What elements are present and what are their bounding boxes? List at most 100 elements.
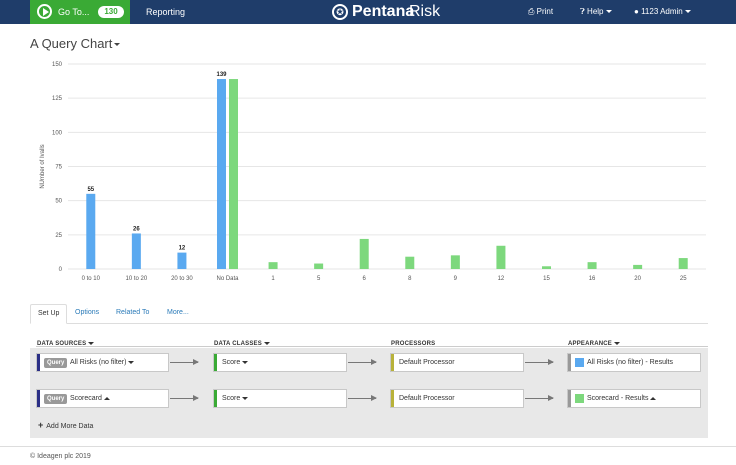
data-class-box[interactable]: Score (213, 353, 347, 372)
y-tick-label: 125 (52, 96, 63, 102)
data-source-box[interactable]: Query Scorecard (36, 389, 169, 408)
page-title[interactable]: A Query Chart (30, 36, 121, 51)
flow-arrow (348, 359, 377, 365)
tab-related-to[interactable]: Related To (116, 309, 150, 316)
chevron-down-icon (614, 341, 621, 345)
y-tick-label: 50 (55, 199, 62, 205)
brand-name: Pentana (352, 3, 415, 20)
class-stripe (214, 354, 217, 371)
chevron-down-icon (128, 360, 135, 364)
data-class-box[interactable]: Score (213, 389, 347, 408)
chevron-down-icon (114, 43, 121, 47)
processor-label: Default Processor (399, 359, 455, 366)
processor-stripe (391, 354, 394, 371)
header-data-classes-label: DATA CLASSES (214, 341, 262, 347)
chevron-down-icon (605, 10, 612, 14)
header-appearance[interactable]: APPEARANCE (568, 341, 621, 347)
question-circle-icon: ❓︎ (580, 7, 585, 16)
data-source-box[interactable]: Query All Risks (no filter) (36, 353, 169, 372)
brand-product: Risk (409, 3, 441, 20)
y-tick-label: 0 (59, 267, 63, 273)
x-tick-label: 5 (317, 276, 321, 282)
header-data-sources[interactable]: DATA SOURCES (37, 341, 95, 347)
tab-set-up[interactable]: Set Up (30, 304, 68, 324)
x-tick-label: No Data (216, 276, 239, 282)
chart-bar (177, 252, 187, 269)
nav-reporting-link[interactable]: Reporting (146, 7, 186, 17)
appearance-box[interactable]: Scorecard - Results (567, 389, 701, 408)
chevron-down-icon (263, 341, 270, 345)
color-swatch (575, 358, 584, 367)
flow-arrow (170, 395, 199, 401)
query-badge: Query (44, 358, 68, 368)
x-tick-label: 9 (454, 276, 458, 282)
flow-arrow (525, 395, 554, 401)
tab-more[interactable]: More... (167, 309, 189, 316)
y-tick-label: 100 (52, 130, 63, 136)
data-source-label: All Risks (no filter) (70, 354, 135, 371)
help-label: Help (587, 7, 604, 16)
flow-arrow (525, 359, 554, 365)
add-more-data-button[interactable]: + Add More Data (38, 420, 93, 430)
chart-bar (542, 266, 551, 269)
data-label: 12 (179, 246, 186, 252)
chart-bar (268, 262, 278, 269)
appearance-box[interactable]: All Risks (no filter) - Results (567, 353, 701, 372)
chart-bar (450, 255, 460, 269)
chart-bar (496, 245, 506, 269)
chart-bar (633, 264, 643, 269)
processor-box[interactable]: Default Processor (390, 389, 524, 408)
processor-box[interactable]: Default Processor (390, 353, 524, 372)
print-icon: ⎙ (528, 7, 535, 16)
goto-label: Go To... (58, 7, 90, 17)
x-tick-label: 20 (634, 276, 641, 282)
x-tick-label: 10 to 20 (126, 276, 148, 282)
tab-options[interactable]: Options (75, 309, 100, 316)
flow-arrow (348, 395, 377, 401)
goto-button[interactable]: Go To... 130 (30, 0, 130, 24)
user-label: 1123 Admin (641, 7, 683, 16)
header-data-classes[interactable]: DATA CLASSES (214, 341, 270, 347)
header-processors: PROCESSORS (391, 341, 436, 347)
processor-label: Default Processor (399, 395, 455, 402)
flow-arrow (170, 359, 199, 365)
processor-stripe (391, 390, 394, 407)
plus-icon: + (38, 420, 44, 430)
header-data-sources-label: DATA SOURCES (37, 341, 87, 347)
chart-bar (314, 263, 324, 269)
print-button[interactable]: ⎙ Print (528, 7, 553, 17)
data-label: 26 (133, 226, 140, 232)
data-class-text: Score (222, 395, 241, 402)
bar-chart: 0 25 50 75 100 125 150 NUmber of Ivalls 55 0 to 1… (30, 56, 710, 291)
footer-divider (0, 446, 736, 447)
source-stripe (37, 390, 40, 407)
chart-bar (405, 256, 415, 269)
header-appearance-label: APPEARANCE (568, 341, 613, 347)
chart-bar (86, 193, 96, 269)
header-divider (36, 346, 708, 347)
chevron-up-icon (650, 396, 657, 400)
goto-count-badge: 130 (98, 6, 124, 18)
x-tick-label: 16 (589, 276, 596, 282)
x-tick-label: 15 (543, 276, 550, 282)
x-tick-label: 6 (363, 276, 367, 282)
x-tick-label: 12 (498, 276, 505, 282)
y-axis-label: NUmber of Ivalls (40, 144, 46, 188)
appearance-stripe (568, 390, 571, 407)
appearance-label: Scorecard - Results (587, 390, 657, 407)
appearance-stripe (568, 354, 571, 371)
query-badge: Query (44, 394, 68, 404)
data-label: 139 (216, 72, 227, 78)
x-tick-label: 20 to 30 (171, 276, 193, 282)
user-menu[interactable]: ● 1123 Admin (634, 7, 691, 16)
page-title-text: A Query Chart (30, 36, 113, 51)
chart-bar (678, 258, 688, 269)
chevron-up-icon (103, 396, 110, 400)
data-class-label: Score (222, 390, 249, 407)
x-tick-label: 0 to 10 (82, 276, 101, 282)
x-tick-label: 1 (271, 276, 275, 282)
data-source-label: Scorecard (70, 390, 110, 407)
user-icon: ● (634, 7, 639, 16)
help-menu[interactable]: ❓︎ Help (580, 7, 612, 17)
